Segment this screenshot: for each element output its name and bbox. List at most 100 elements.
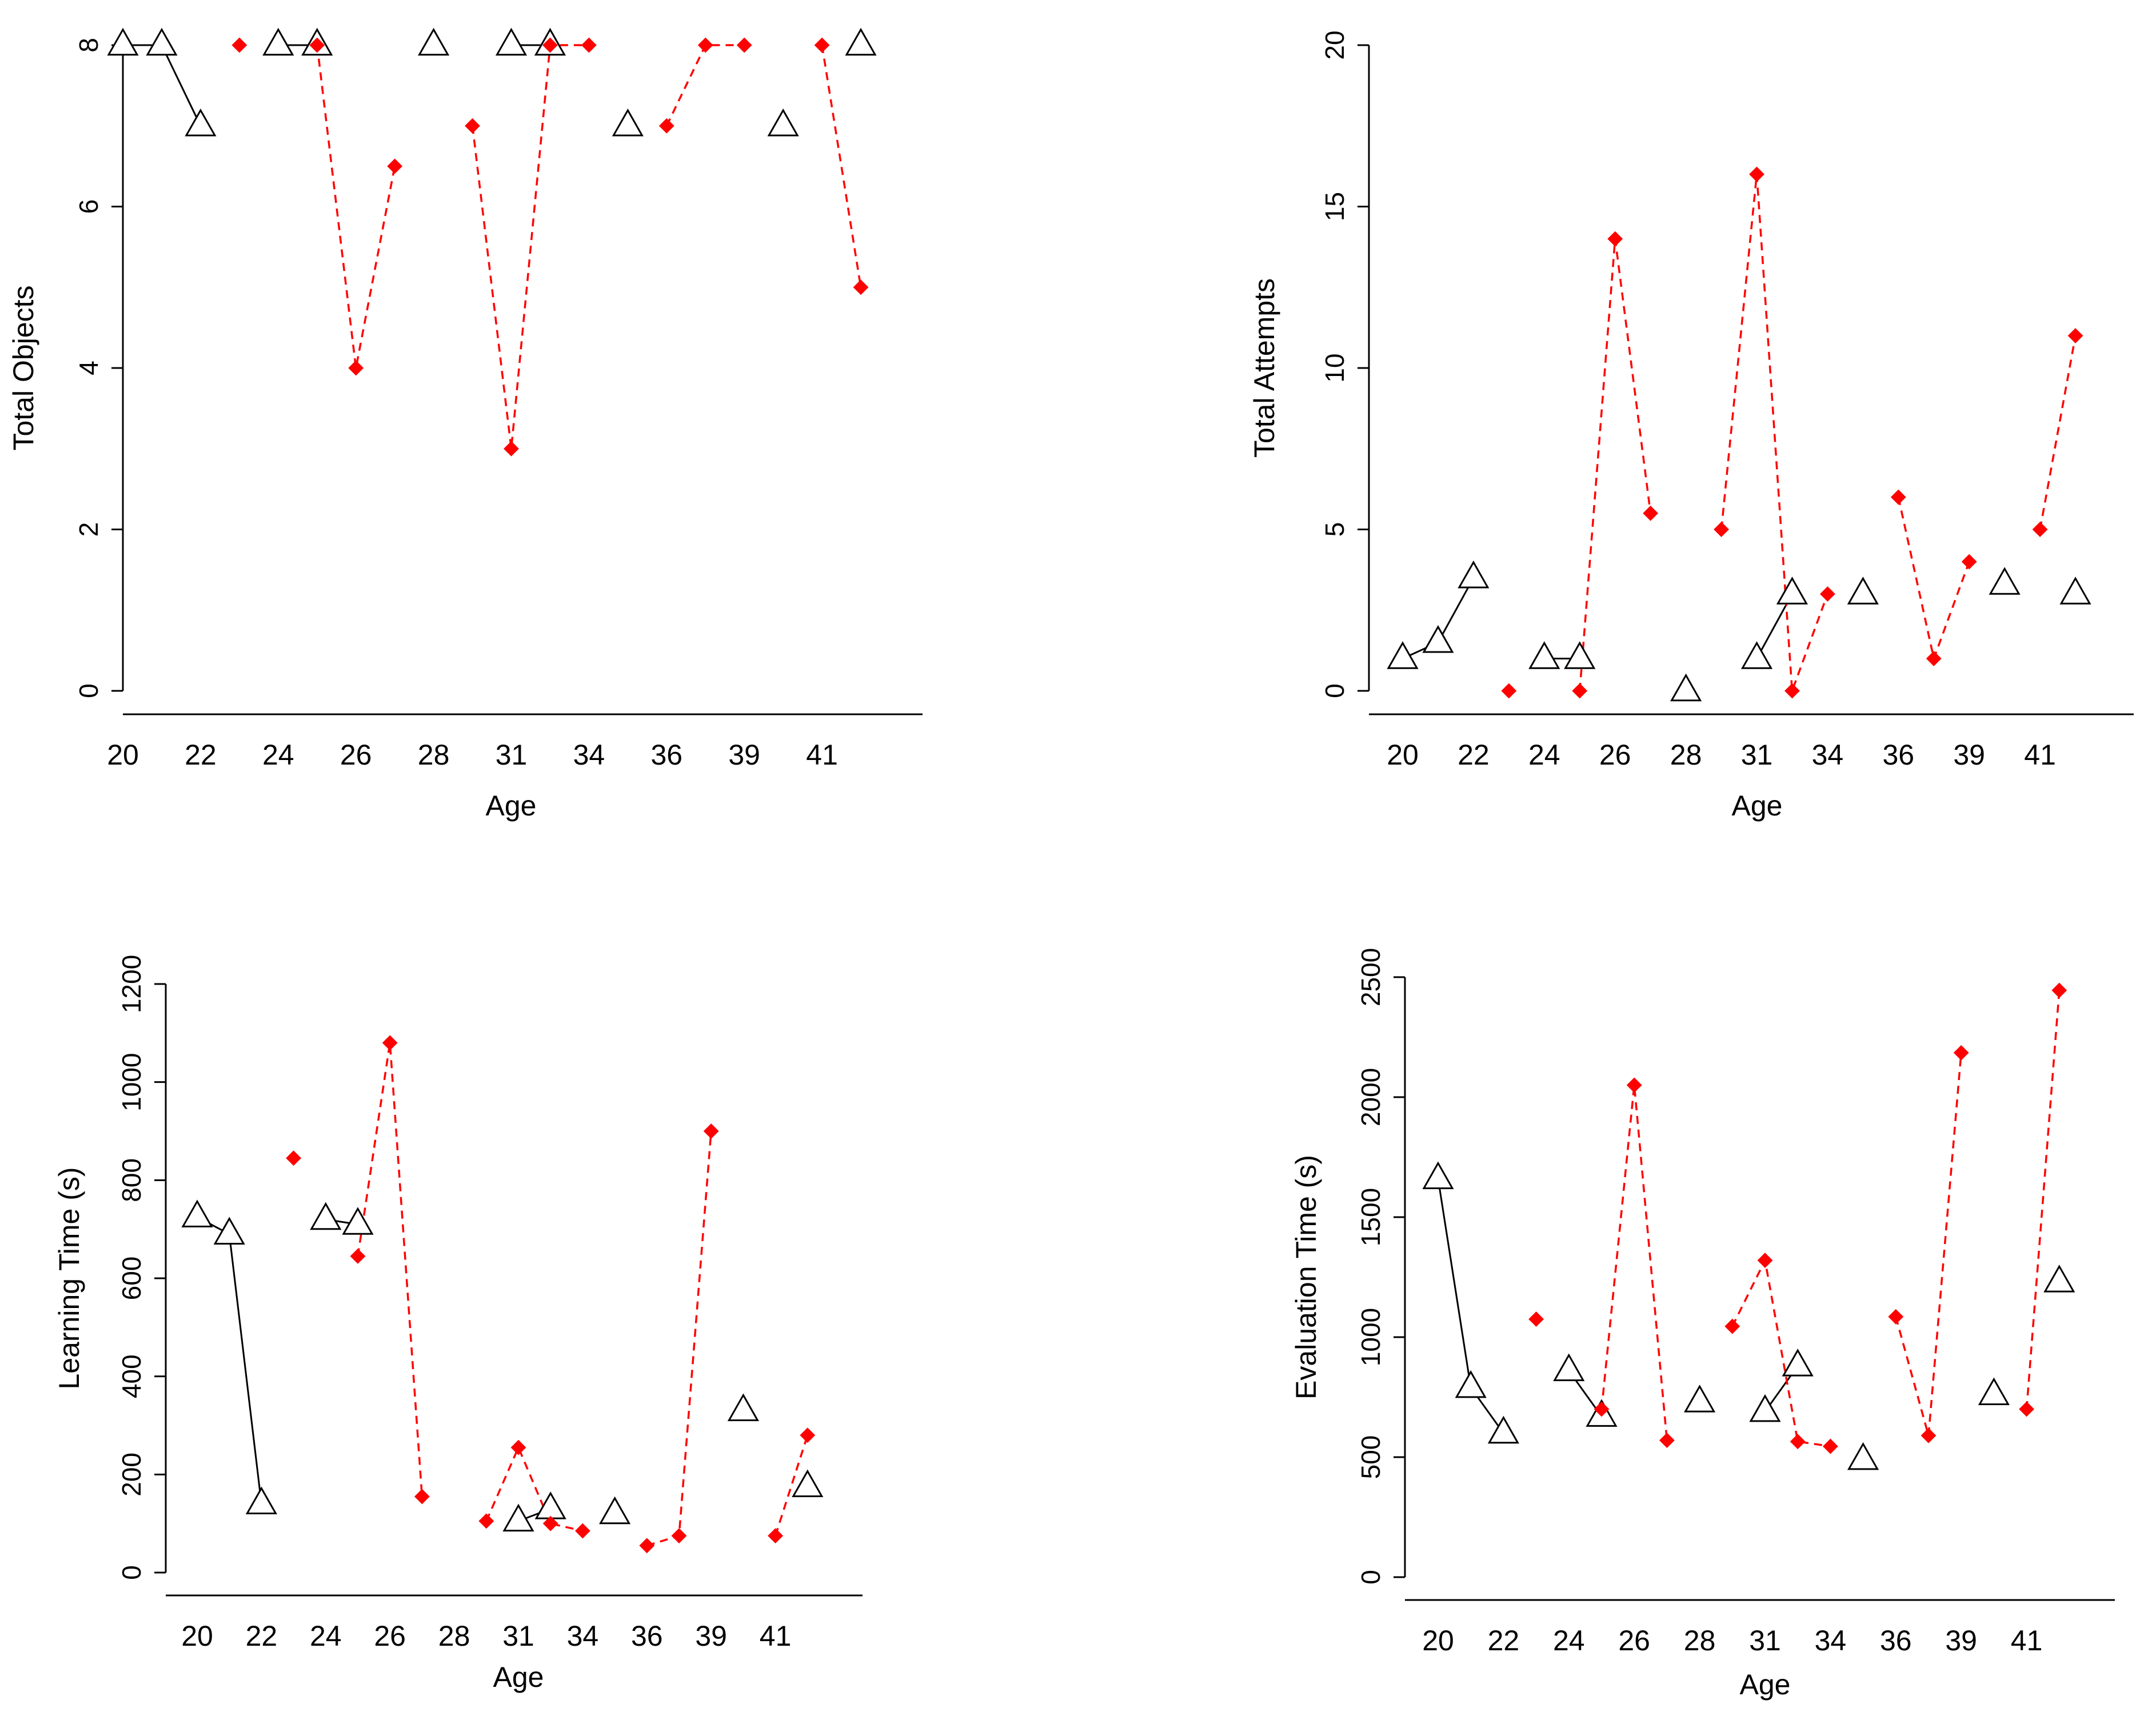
x-tick-label: 20 <box>181 1620 213 1652</box>
data-point-diamond <box>286 1150 302 1166</box>
series-line-1 <box>774 1435 809 1537</box>
data-point-diamond <box>1626 1077 1642 1093</box>
data-point-diamond <box>414 1489 430 1505</box>
x-tick-label: 39 <box>728 739 760 771</box>
data-point-diamond <box>542 1515 558 1531</box>
data-point-diamond <box>478 1513 494 1529</box>
x-tick-label: 34 <box>567 1620 599 1652</box>
data-point-triangle <box>2043 1265 2075 1293</box>
data-point-diamond <box>736 37 752 53</box>
y-tick-label: 600 <box>117 1257 146 1301</box>
data-point-diamond <box>1528 1311 1544 1327</box>
data-point-diamond <box>504 441 519 457</box>
x-tick-label: 41 <box>760 1620 792 1652</box>
x-tick-label: 26 <box>340 739 372 771</box>
y-tick-label: 0 <box>1320 683 1350 698</box>
x-tick-label: 24 <box>310 1620 342 1652</box>
data-point-triangle <box>181 1199 213 1227</box>
y-tick-label: 800 <box>117 1158 146 1202</box>
data-point-diamond <box>1819 586 1835 602</box>
data-point-triangle <box>418 27 450 56</box>
x-tick-label: 28 <box>418 739 450 771</box>
data-point-diamond <box>542 37 558 53</box>
y-tick-label: 10 <box>1320 353 1350 382</box>
x-tick-label: 22 <box>185 739 217 771</box>
data-point-diamond <box>231 37 247 53</box>
data-point-triangle <box>1782 1349 1814 1377</box>
y-tick-label: 2 <box>74 522 103 537</box>
series-line-1 <box>357 1042 424 1497</box>
series-line-1 <box>1731 1257 1831 1447</box>
data-point-triangle <box>1422 1161 1454 1190</box>
y-tick-label: 400 <box>117 1354 146 1398</box>
x-tick-label: 36 <box>631 1620 663 1652</box>
x-tick-label: 28 <box>1670 739 1702 771</box>
data-point-diamond <box>1790 1434 1806 1450</box>
x-tick-label: 26 <box>1618 1625 1650 1657</box>
data-point-diamond <box>1961 554 1977 570</box>
data-point-diamond <box>1888 1309 1904 1325</box>
data-point-triangle <box>1847 1442 1879 1470</box>
y-tick-label: 15 <box>1320 192 1350 221</box>
data-point-triangle <box>767 108 799 137</box>
x-tick-label: 24 <box>1528 739 1560 771</box>
y-tick-label: 0 <box>117 1565 146 1580</box>
data-point-diamond <box>800 1427 816 1443</box>
y-axis-label: Learning Time (s) <box>53 1167 85 1389</box>
data-point-diamond <box>1659 1433 1675 1449</box>
x-tick-label: 20 <box>1422 1625 1454 1657</box>
data-point-diamond <box>348 360 364 376</box>
data-point-diamond <box>1822 1438 1838 1454</box>
data-point-triangle <box>845 27 877 56</box>
y-tick-label: 4 <box>74 361 103 375</box>
data-point-diamond <box>1501 683 1517 699</box>
data-point-triangle <box>1670 673 1702 702</box>
data-point-diamond <box>853 279 869 295</box>
data-point-diamond <box>1757 1253 1773 1269</box>
data-point-diamond <box>1594 1401 1610 1417</box>
series-line-1 <box>485 1445 583 1532</box>
data-point-diamond <box>1921 1427 1937 1443</box>
data-point-triangle <box>213 1217 245 1245</box>
data-point-triangle <box>107 27 139 56</box>
data-point-triangle <box>1749 1394 1781 1422</box>
data-point-diamond <box>703 1123 719 1139</box>
data-point-diamond <box>387 158 403 174</box>
data-point-diamond <box>510 1439 526 1455</box>
x-tick-label: 41 <box>2024 739 2056 771</box>
data-point-triangle <box>502 1503 534 1532</box>
data-point-triangle <box>146 27 178 56</box>
data-point-diamond <box>814 37 830 53</box>
y-tick-label: 2000 <box>1356 1068 1386 1126</box>
x-tick-label: 41 <box>806 739 838 771</box>
data-point-triangle <box>1553 1353 1585 1382</box>
x-tick-label: 28 <box>1684 1625 1716 1657</box>
data-point-diamond <box>1607 231 1623 247</box>
x-tick-label: 31 <box>1741 739 1773 771</box>
y-axis-label: Total Attempts <box>1248 278 1280 458</box>
data-point-triangle <box>1387 641 1419 669</box>
x-tick-label: 24 <box>1553 1625 1585 1657</box>
y-tick-label: 6 <box>74 199 103 214</box>
data-point-triangle <box>1978 1377 2010 1406</box>
data-point-diamond <box>671 1528 687 1544</box>
data-point-diamond <box>1714 522 1729 537</box>
data-point-diamond <box>1749 166 1764 182</box>
data-point-diamond <box>1643 505 1659 521</box>
data-point-triangle <box>245 1486 277 1515</box>
y-tick-label: 1500 <box>1356 1188 1386 1246</box>
x-tick-label: 22 <box>246 1620 278 1652</box>
x-tick-label: 31 <box>1749 1625 1781 1657</box>
x-tick-label: 22 <box>1458 739 1490 771</box>
y-axis-label: Total Objects <box>7 285 39 450</box>
data-point-diamond <box>2019 1401 2035 1417</box>
x-tick-label: 26 <box>374 1620 406 1652</box>
x-tick-label: 31 <box>502 1620 534 1652</box>
data-point-triangle <box>1989 567 2021 595</box>
y-tick-label: 0 <box>74 683 103 698</box>
x-tick-label: 24 <box>262 739 294 771</box>
x-tick-label: 31 <box>496 739 528 771</box>
data-point-diamond <box>1953 1045 1969 1061</box>
